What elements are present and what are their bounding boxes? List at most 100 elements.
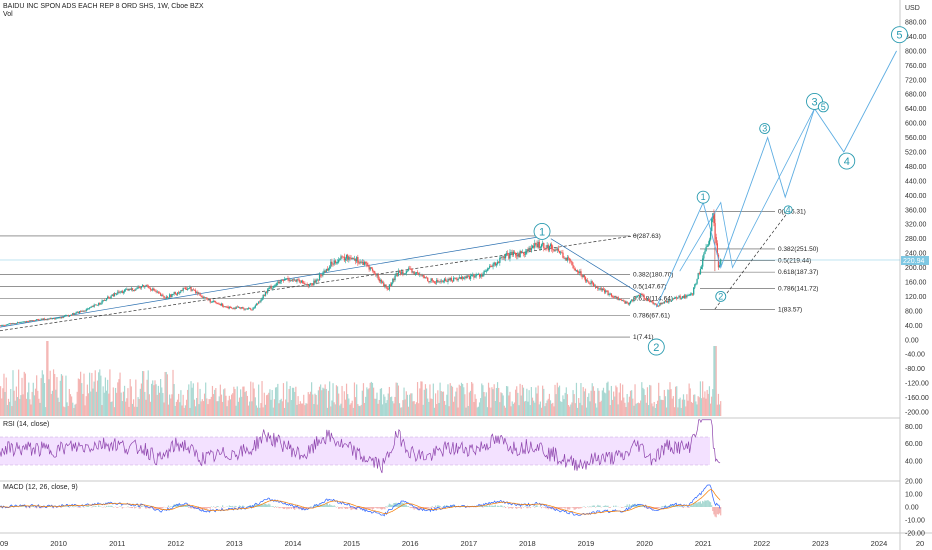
volume-bar bbox=[6, 405, 8, 416]
macd-histogram-bar bbox=[288, 507, 290, 510]
volume-bar bbox=[80, 371, 82, 416]
macd-histogram-bar bbox=[147, 507, 149, 509]
macd-histogram-bar bbox=[484, 506, 486, 507]
price-candle bbox=[578, 271, 580, 274]
macd-histogram-bar bbox=[332, 506, 334, 507]
volume-bar bbox=[393, 403, 395, 416]
volume-bar bbox=[271, 390, 273, 416]
macd-histogram-bar bbox=[261, 503, 263, 507]
macd-histogram-bar bbox=[433, 507, 436, 508]
volume-bar bbox=[400, 407, 402, 416]
macd-histogram-bar bbox=[540, 507, 543, 509]
price-candle bbox=[294, 279, 296, 281]
volume-bar bbox=[675, 386, 677, 416]
price-candle bbox=[548, 246, 551, 251]
price-candle bbox=[335, 262, 338, 264]
price-candle bbox=[360, 261, 362, 263]
price-candle bbox=[361, 262, 364, 263]
price-candle bbox=[113, 293, 116, 297]
volume-bar bbox=[385, 403, 387, 416]
volume-bar bbox=[595, 403, 597, 416]
price-candle bbox=[654, 303, 657, 305]
price-candle bbox=[22, 321, 24, 323]
price-candle bbox=[501, 256, 503, 258]
volume-bar bbox=[713, 346, 715, 416]
macd-histogram-bar bbox=[504, 507, 507, 509]
price-candle bbox=[563, 257, 565, 259]
macd-histogram-bar bbox=[482, 507, 484, 508]
volume-bar bbox=[424, 384, 427, 416]
macd-histogram-bar bbox=[514, 507, 517, 509]
price-candle bbox=[711, 218, 713, 232]
volume-bar bbox=[332, 383, 334, 416]
macd-histogram-bar bbox=[153, 507, 155, 510]
macd-histogram-bar bbox=[642, 506, 644, 507]
volume-bar bbox=[84, 405, 86, 416]
macd-histogram-bar bbox=[664, 504, 667, 507]
price-candle bbox=[462, 276, 464, 279]
fib-level-label: 0.382(180.70) bbox=[633, 272, 673, 279]
volume-bar bbox=[534, 402, 536, 416]
macd-histogram-bar bbox=[108, 505, 110, 507]
macd-histogram-bar bbox=[486, 505, 489, 507]
price-candle bbox=[697, 273, 699, 280]
volume-bar bbox=[172, 369, 174, 416]
volume-bar bbox=[234, 389, 236, 416]
volume-bar bbox=[409, 394, 411, 416]
macd-histogram-bar bbox=[516, 507, 518, 509]
volume-bar bbox=[441, 391, 443, 416]
macd-histogram-bar bbox=[543, 507, 545, 508]
volume-bar bbox=[504, 407, 507, 416]
volume-bar bbox=[82, 393, 84, 416]
price-candle bbox=[23, 321, 25, 323]
volume-bar bbox=[105, 390, 108, 416]
price-candle bbox=[137, 287, 139, 289]
macd-histogram-bar bbox=[182, 505, 184, 507]
volume-bar bbox=[261, 381, 263, 416]
price-candle bbox=[401, 271, 403, 274]
volume-bar bbox=[93, 381, 95, 416]
macd-histogram-bar bbox=[525, 506, 527, 507]
macd-histogram-bar bbox=[615, 505, 617, 507]
macd-histogram-bar bbox=[129, 507, 131, 508]
volume-bar bbox=[453, 401, 455, 416]
price-candle bbox=[273, 285, 276, 287]
volume-bar bbox=[418, 403, 420, 416]
volume-bar bbox=[96, 380, 99, 416]
price-candle bbox=[490, 265, 492, 267]
volume-bar bbox=[108, 393, 110, 416]
price-candle bbox=[546, 245, 548, 249]
price-candle bbox=[77, 311, 80, 314]
macd-histogram-bar bbox=[289, 507, 291, 508]
price-candle bbox=[638, 295, 641, 297]
price-candle bbox=[432, 280, 435, 282]
volume-bar bbox=[192, 383, 194, 416]
volume-bar bbox=[345, 383, 348, 416]
volume-bar bbox=[530, 387, 532, 416]
macd-histogram-bar bbox=[438, 505, 440, 507]
volume-bar bbox=[354, 397, 357, 416]
macd-histogram-bar bbox=[52, 507, 55, 509]
volume-bar bbox=[414, 404, 416, 416]
volume-bar bbox=[514, 389, 517, 416]
price-candle bbox=[134, 290, 136, 291]
volume-bar bbox=[103, 392, 105, 416]
price-candle bbox=[689, 293, 691, 296]
macd-histogram-bar bbox=[56, 507, 58, 508]
volume-bar bbox=[161, 387, 163, 416]
volume-bar bbox=[89, 372, 91, 416]
price-candle bbox=[484, 270, 486, 272]
macd-histogram-bar bbox=[145, 507, 147, 509]
fib-level-label: 0.618(187.37) bbox=[778, 269, 818, 276]
volume-bar bbox=[5, 377, 7, 416]
price-candle bbox=[588, 281, 590, 284]
macd-histogram-bar bbox=[31, 505, 33, 507]
volume-bar bbox=[295, 386, 297, 416]
macd-histogram-bar bbox=[407, 506, 410, 507]
macd-histogram-bar bbox=[206, 507, 208, 510]
macd-histogram-bar bbox=[188, 507, 190, 508]
price-candle bbox=[625, 301, 627, 304]
elliott-wave-marker bbox=[838, 152, 856, 170]
volume-bar bbox=[570, 404, 572, 416]
